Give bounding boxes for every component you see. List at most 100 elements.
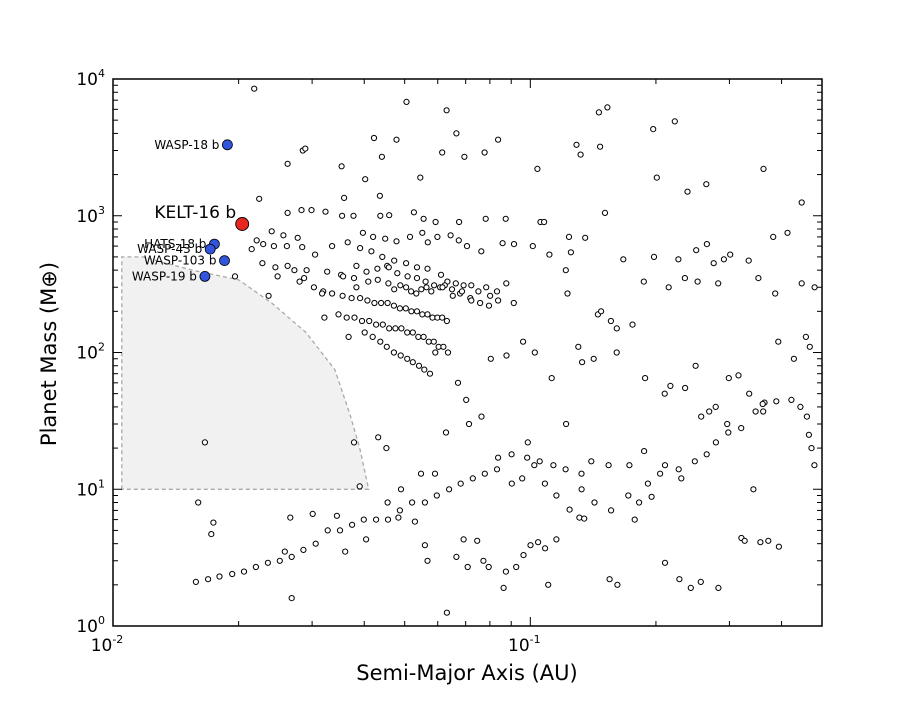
planet-point <box>448 286 456 293</box>
planet-point <box>377 338 384 345</box>
planet-point <box>409 329 416 336</box>
planet-point <box>485 302 493 309</box>
planet-point <box>251 85 258 92</box>
excluded-region <box>121 256 370 490</box>
planet-point <box>287 514 294 521</box>
planet-point <box>541 218 548 226</box>
planet-point <box>425 338 432 345</box>
planet-point <box>374 265 381 272</box>
planet-point <box>384 499 391 506</box>
planet-point <box>725 375 732 382</box>
planet-point <box>510 241 518 248</box>
planet-point <box>453 553 460 561</box>
planet-point <box>495 136 502 143</box>
planet-point <box>366 317 373 325</box>
planet-point <box>447 232 454 239</box>
planet-point <box>310 284 317 291</box>
planet-point <box>487 355 494 362</box>
planet-point <box>566 506 573 513</box>
planet-point <box>423 284 430 291</box>
planet-point <box>520 338 527 345</box>
planet-point <box>478 413 485 420</box>
planet-point <box>417 470 425 477</box>
planet-point <box>802 333 810 340</box>
planet-point <box>644 480 652 487</box>
planet-point <box>280 232 287 239</box>
planet-point <box>735 372 742 379</box>
planet-point <box>811 462 818 469</box>
planet-point <box>535 539 542 546</box>
planet-point <box>302 145 309 152</box>
planet-point <box>424 311 431 318</box>
planet-point <box>339 292 346 299</box>
planet-point <box>503 352 510 359</box>
planet-point <box>757 539 764 546</box>
planet-point <box>578 470 585 477</box>
x-tick-label: 10-2 <box>91 633 124 656</box>
planet-point <box>276 557 283 564</box>
planet-point <box>359 229 366 236</box>
planet-point <box>403 98 410 106</box>
planet-point <box>625 492 632 499</box>
planet-point <box>475 288 482 295</box>
planet-point <box>392 325 399 332</box>
planet-point <box>386 325 393 332</box>
planet-point <box>415 362 423 369</box>
planet-point <box>811 284 818 291</box>
planet-point <box>724 420 731 428</box>
planet-point <box>529 243 536 250</box>
named-planet-label: WASP-43 b <box>137 242 202 256</box>
planet-point <box>329 243 336 250</box>
planet-point <box>477 299 484 307</box>
planet-point <box>550 462 557 469</box>
planet-point <box>374 276 381 283</box>
planet-point <box>373 321 380 328</box>
planet-point <box>678 475 685 482</box>
planet-point <box>413 308 421 315</box>
planet-point <box>369 333 376 340</box>
planet-point <box>428 288 435 295</box>
planet-point <box>520 552 527 559</box>
planet-point <box>531 349 538 356</box>
planet-point <box>288 553 295 561</box>
planet-point <box>440 343 447 350</box>
planet-point <box>788 396 795 403</box>
planet-point <box>548 375 555 382</box>
planet-point <box>424 557 431 564</box>
planet-point <box>508 451 515 458</box>
planet-point <box>527 542 534 549</box>
planet-point <box>453 130 460 137</box>
planet-point <box>661 559 669 566</box>
y-axis-label: Planet Mass (M⊕) <box>37 262 61 446</box>
planet-point <box>575 343 582 350</box>
planet-point <box>231 273 239 280</box>
planet-point <box>301 275 308 282</box>
planet-point <box>421 366 428 373</box>
highlight-planet-label: KELT-16 b <box>154 203 236 223</box>
planet-point <box>614 581 621 588</box>
planet-point <box>268 228 275 235</box>
planet-point <box>613 349 620 356</box>
planet-point <box>357 245 364 252</box>
planet-point <box>691 458 698 465</box>
planet-point <box>613 325 620 332</box>
planet-point <box>790 355 798 362</box>
planet-point <box>270 243 277 250</box>
planet-point <box>605 462 612 469</box>
planet-point <box>607 317 615 325</box>
planet-point <box>487 292 494 299</box>
planet-point <box>398 325 405 332</box>
planet-point <box>396 507 403 514</box>
planet-point <box>353 284 360 291</box>
planet-point <box>661 390 668 397</box>
planet-point <box>519 475 526 482</box>
planet-point <box>741 537 748 544</box>
planet-point <box>784 229 791 236</box>
planet-point <box>403 260 410 267</box>
planet-point <box>415 333 422 340</box>
planet-point <box>750 486 757 493</box>
planet-point <box>692 362 699 369</box>
y-axis-ticks: 100 101 102 103 104 <box>76 67 822 637</box>
planet-point <box>409 499 416 506</box>
planet-point <box>443 317 450 325</box>
